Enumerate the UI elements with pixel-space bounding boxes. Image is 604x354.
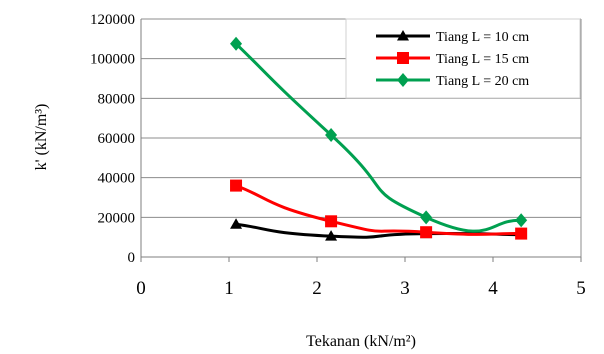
legend: Tiang L = 10 cm Tiang L = 15 cm Tiang L = … — [345, 18, 581, 99]
legend-marker — [397, 52, 409, 64]
data-point — [515, 227, 528, 240]
x-tick-label: 3 — [400, 278, 410, 299]
data-point — [230, 218, 243, 229]
y-tick-label: 60000 — [98, 131, 136, 147]
x-tick-label: 5 — [576, 278, 586, 299]
legend-label: Tiang L = 10 cm — [436, 30, 529, 45]
x-tick-label: 2 — [312, 278, 322, 299]
x-tick-label: 0 — [136, 278, 146, 299]
y-axis-ticks: 0 20000 40000 60000 80000 100000 120000 — [90, 12, 135, 266]
legend-box — [345, 18, 581, 99]
data-point — [230, 179, 243, 192]
x-axis-ticks: 0 1 2 3 4 5 — [136, 257, 586, 299]
legend-label: Tiang L = 20 cm — [436, 74, 529, 89]
legend-marker — [397, 30, 409, 41]
series-3 — [230, 36, 528, 233]
x-tick-label: 1 — [224, 278, 234, 299]
data-point — [325, 230, 338, 241]
legend-marker — [397, 73, 409, 87]
series-line — [235, 184, 522, 236]
data-point — [325, 215, 338, 228]
y-tick-label: 40000 — [98, 171, 136, 187]
legend-label: Tiang L = 15 cm — [436, 52, 529, 67]
y-tick-label: 0 — [128, 250, 136, 266]
series-group — [230, 36, 528, 241]
data-point — [515, 213, 528, 228]
y-tick-label: 80000 — [98, 91, 136, 107]
y-axis-label: k' (kN/m³) — [33, 104, 50, 171]
y-tick-label: 100000 — [90, 52, 135, 68]
series-2 — [230, 179, 528, 240]
data-point — [230, 36, 243, 51]
data-point — [420, 226, 433, 239]
x-axis-label: Tekanan (kN/m²) — [306, 333, 416, 350]
data-point — [325, 128, 338, 143]
series-line — [235, 42, 522, 233]
y-tick-label: 20000 — [98, 210, 136, 226]
x-tick-label: 4 — [488, 278, 498, 299]
y-tick-label: 120000 — [90, 12, 135, 28]
data-point — [420, 210, 433, 225]
